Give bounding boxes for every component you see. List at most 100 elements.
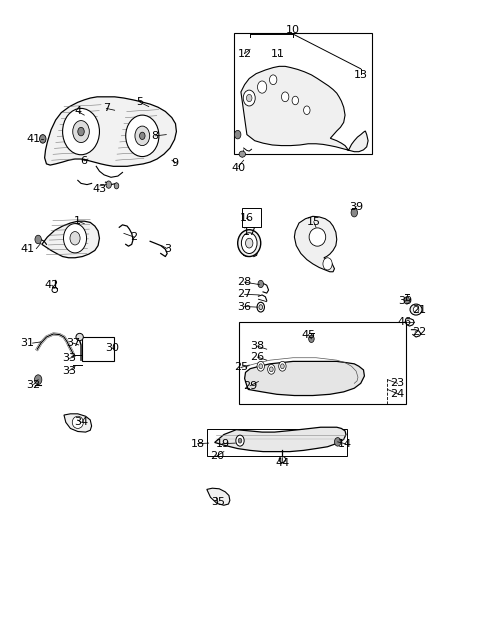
Ellipse shape [351,208,358,217]
Ellipse shape [70,232,80,245]
Ellipse shape [238,230,261,257]
Text: 24: 24 [390,389,405,399]
Ellipse shape [281,92,289,102]
Text: 41: 41 [26,134,41,144]
Ellipse shape [279,361,286,371]
Text: 33: 33 [62,366,76,375]
Bar [234,34,372,154]
Ellipse shape [279,457,286,462]
Text: 21: 21 [412,305,426,314]
Text: 26: 26 [251,352,264,362]
Bar [242,208,261,227]
Text: 23: 23 [391,378,405,389]
Text: 18: 18 [191,439,204,449]
Text: 19: 19 [216,439,229,449]
Text: 5: 5 [136,97,144,107]
Text: 17: 17 [242,227,257,237]
Polygon shape [215,427,346,451]
Text: 43: 43 [93,185,107,194]
Bar [239,322,406,404]
Text: 9: 9 [171,158,178,168]
Text: 15: 15 [307,217,321,227]
Ellipse shape [52,288,58,293]
Ellipse shape [258,280,264,288]
Ellipse shape [238,438,242,443]
Text: 38: 38 [251,341,264,351]
Ellipse shape [280,364,284,369]
Ellipse shape [126,115,159,157]
Ellipse shape [72,417,84,429]
Ellipse shape [259,364,263,369]
Text: 20: 20 [210,451,224,461]
Text: 36: 36 [238,302,252,312]
Text: 33: 33 [62,353,76,363]
Ellipse shape [239,151,246,157]
Text: 25: 25 [234,363,248,373]
Text: 4: 4 [74,107,82,116]
Ellipse shape [404,297,409,304]
Ellipse shape [39,135,46,143]
Text: 28: 28 [238,277,252,287]
Text: 41: 41 [20,244,34,253]
Text: 45: 45 [301,330,315,340]
Ellipse shape [63,224,86,253]
Ellipse shape [76,333,84,340]
Polygon shape [294,217,337,272]
Text: 35: 35 [211,497,225,507]
Text: 11: 11 [271,48,285,58]
Text: 12: 12 [238,48,252,58]
Ellipse shape [243,90,255,106]
Ellipse shape [323,258,332,270]
Polygon shape [245,361,364,396]
Ellipse shape [303,106,310,114]
Ellipse shape [259,305,263,310]
Ellipse shape [236,435,244,446]
Ellipse shape [73,121,89,142]
Text: 14: 14 [338,439,352,449]
Text: 46: 46 [398,317,412,327]
Text: 6: 6 [81,156,88,166]
Text: 39: 39 [398,296,412,306]
Ellipse shape [135,126,150,145]
Ellipse shape [268,364,275,374]
Bar [207,429,348,457]
Ellipse shape [292,97,299,105]
Ellipse shape [413,307,419,312]
Text: 39: 39 [349,201,363,211]
Ellipse shape [246,95,252,102]
Ellipse shape [114,183,119,189]
Text: 22: 22 [412,326,426,337]
Text: 44: 44 [276,458,290,467]
Polygon shape [45,97,177,166]
Polygon shape [42,221,99,258]
Ellipse shape [241,233,257,253]
Ellipse shape [140,132,145,140]
Text: 13: 13 [354,70,368,80]
Bar [83,337,114,361]
Text: 31: 31 [20,338,34,348]
Ellipse shape [257,81,267,93]
Ellipse shape [246,238,253,248]
Ellipse shape [309,335,314,342]
Text: 10: 10 [286,25,300,35]
Text: 8: 8 [152,131,159,141]
Ellipse shape [335,438,341,446]
Text: 40: 40 [231,163,246,173]
Text: 34: 34 [74,417,88,427]
Ellipse shape [269,367,273,371]
Text: 16: 16 [240,213,253,223]
Text: 42: 42 [45,280,59,290]
Text: 29: 29 [243,381,257,391]
Ellipse shape [234,130,241,139]
Text: 27: 27 [238,290,252,299]
Ellipse shape [35,235,41,244]
Polygon shape [64,414,92,432]
Ellipse shape [35,375,42,385]
Ellipse shape [269,75,277,84]
Text: 1: 1 [74,216,81,226]
Ellipse shape [410,304,422,315]
Ellipse shape [62,109,99,155]
Ellipse shape [78,127,84,136]
Text: 2: 2 [131,232,138,242]
Text: 32: 32 [26,380,41,389]
